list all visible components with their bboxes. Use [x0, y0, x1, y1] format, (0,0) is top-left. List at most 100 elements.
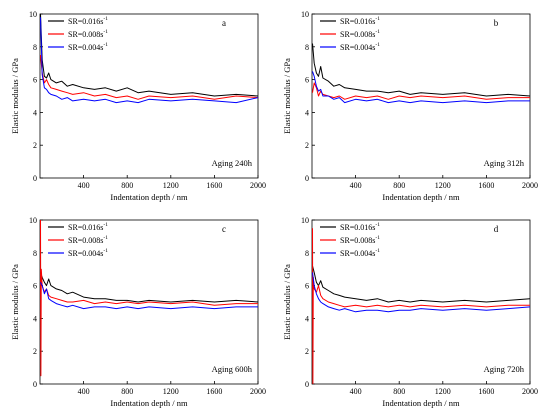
- panel-letter: c: [222, 224, 226, 234]
- x-tick-label: 1600: [478, 387, 494, 396]
- legend-label: SR=0.016s-1: [68, 16, 108, 26]
- y-axis-label: Elastic modulus / GPa: [282, 58, 292, 134]
- x-tick-label: 400: [350, 387, 362, 396]
- x-tick-label: 400: [350, 181, 362, 190]
- x-tick-label: 2000: [522, 387, 538, 396]
- x-tick-label: 2000: [522, 181, 538, 190]
- x-tick-label: 800: [121, 387, 133, 396]
- y-tick-label: 0: [33, 174, 37, 183]
- y-tick-label: 10: [29, 216, 37, 225]
- legend-superscript: -1: [375, 222, 380, 228]
- y-tick-label: 0: [305, 380, 309, 389]
- series-line-sr-0-004s: [40, 282, 258, 310]
- legend-label: SR=0.004s-1: [68, 248, 108, 258]
- panel-letter: a: [222, 18, 226, 28]
- y-tick-label: 6: [305, 282, 309, 291]
- y-axis-label: Elastic modulus / GPa: [282, 264, 292, 340]
- legend-superscript: -1: [375, 235, 380, 241]
- legend-superscript: -1: [103, 222, 108, 228]
- legend-superscript: -1: [375, 29, 380, 35]
- aging-annotation: Aging 600h: [212, 364, 253, 374]
- x-tick-label: 400: [78, 181, 90, 190]
- legend-label: SR=0.016s-1: [340, 222, 380, 232]
- y-tick-label: 2: [33, 347, 37, 356]
- x-axis-label: Indentation depth / nm: [110, 192, 188, 202]
- y-tick-label: 6: [33, 282, 37, 291]
- y-tick-label: 8: [33, 43, 37, 52]
- legend-label: SR=0.008s-1: [68, 235, 108, 245]
- series-line-sr-0-016s: [312, 43, 530, 97]
- panel-letter: d: [494, 224, 499, 234]
- y-tick-label: 4: [33, 108, 37, 117]
- x-tick-label: 2000: [250, 387, 266, 396]
- series-line-sr-0-016s: [40, 272, 258, 303]
- legend-superscript: -1: [103, 248, 108, 254]
- y-tick-label: 8: [305, 43, 309, 52]
- legend-label: SR=0.008s-1: [340, 29, 380, 39]
- y-tick-label: 10: [301, 216, 309, 225]
- legend-label: SR=0.008s-1: [340, 235, 380, 245]
- legend-superscript: -1: [375, 42, 380, 48]
- y-tick-label: 8: [33, 249, 37, 258]
- y-tick-label: 2: [305, 347, 309, 356]
- y-tick-label: 6: [305, 76, 309, 85]
- legend-label: SR=0.004s-1: [68, 42, 108, 52]
- chart-panel-d: 0 2 4 6 8 10 400 800 1200 1600 2000 Indentation dep…: [282, 216, 538, 408]
- y-tick-label: 10: [29, 10, 37, 19]
- aging-annotation: Aging 240h: [212, 158, 253, 168]
- panel-letter: b: [494, 18, 499, 28]
- x-tick-label: 1200: [163, 181, 179, 190]
- y-tick-label: 0: [33, 380, 37, 389]
- x-tick-label: 400: [78, 387, 90, 396]
- x-tick-label: 1200: [435, 387, 451, 396]
- y-tick-label: 0: [305, 174, 309, 183]
- y-tick-label: 10: [301, 10, 309, 19]
- x-tick-label: 1600: [206, 181, 222, 190]
- series-line-sr-0-008s: [40, 54, 258, 100]
- chart-panel-c: 0 2 4 6 8 10 400 800 1200 1600 2000 Indentation dep…: [10, 216, 266, 408]
- y-tick-label: 4: [33, 314, 37, 323]
- aging-annotation: Aging 720h: [484, 364, 525, 374]
- x-axis-label: Indentation depth / nm: [382, 398, 460, 408]
- x-tick-label: 800: [121, 181, 133, 190]
- legend-superscript: -1: [103, 42, 108, 48]
- x-axis-label: Indentation depth / nm: [382, 192, 460, 202]
- x-tick-label: 1200: [163, 387, 179, 396]
- y-tick-label: 8: [305, 249, 309, 258]
- x-axis-label: Indentation depth / nm: [110, 398, 188, 408]
- y-tick-label: 2: [305, 141, 309, 150]
- x-tick-label: 800: [393, 181, 405, 190]
- legend-label: SR=0.004s-1: [340, 248, 380, 258]
- legend-label: SR=0.016s-1: [68, 222, 108, 232]
- legend-superscript: -1: [103, 235, 108, 241]
- y-axis-label: Elastic modulus / GPa: [10, 264, 20, 340]
- chart-panel-b: 0 2 4 6 8 10 400 800 1200 1600 2000 Indentation dep…: [282, 10, 538, 202]
- legend-label: SR=0.016s-1: [340, 16, 380, 26]
- legend-superscript: -1: [375, 16, 380, 22]
- x-tick-label: 1600: [478, 181, 494, 190]
- series-line-sr-0-004s: [312, 71, 530, 104]
- legend-superscript: -1: [103, 16, 108, 22]
- legend-label: SR=0.008s-1: [68, 29, 108, 39]
- x-tick-label: 2000: [250, 181, 266, 190]
- x-tick-label: 1600: [206, 387, 222, 396]
- y-tick-label: 4: [305, 108, 309, 117]
- y-axis-label: Elastic modulus / GPa: [10, 58, 20, 134]
- y-tick-label: 4: [305, 314, 309, 323]
- chart-panel-a: 0 2 4 6 8 10 400 800 1200 1600 2000 Indentation dep…: [10, 10, 266, 202]
- x-tick-label: 800: [393, 387, 405, 396]
- plot-frame: [311, 219, 531, 385]
- series-line-sr-0-016s: [312, 265, 530, 303]
- legend-superscript: -1: [103, 29, 108, 35]
- aging-annotation: Aging 312h: [484, 158, 525, 168]
- legend-label: SR=0.004s-1: [340, 42, 380, 52]
- y-tick-label: 2: [33, 141, 37, 150]
- series-line-sr-0-016s: [40, 14, 258, 97]
- x-tick-label: 1200: [435, 181, 451, 190]
- series-line-sr-0-008s: [312, 82, 530, 100]
- y-tick-label: 6: [33, 76, 37, 85]
- legend-superscript: -1: [375, 248, 380, 254]
- series-line-sr-0-004s: [312, 272, 530, 313]
- series-line-sr-0-004s: [40, 17, 258, 104]
